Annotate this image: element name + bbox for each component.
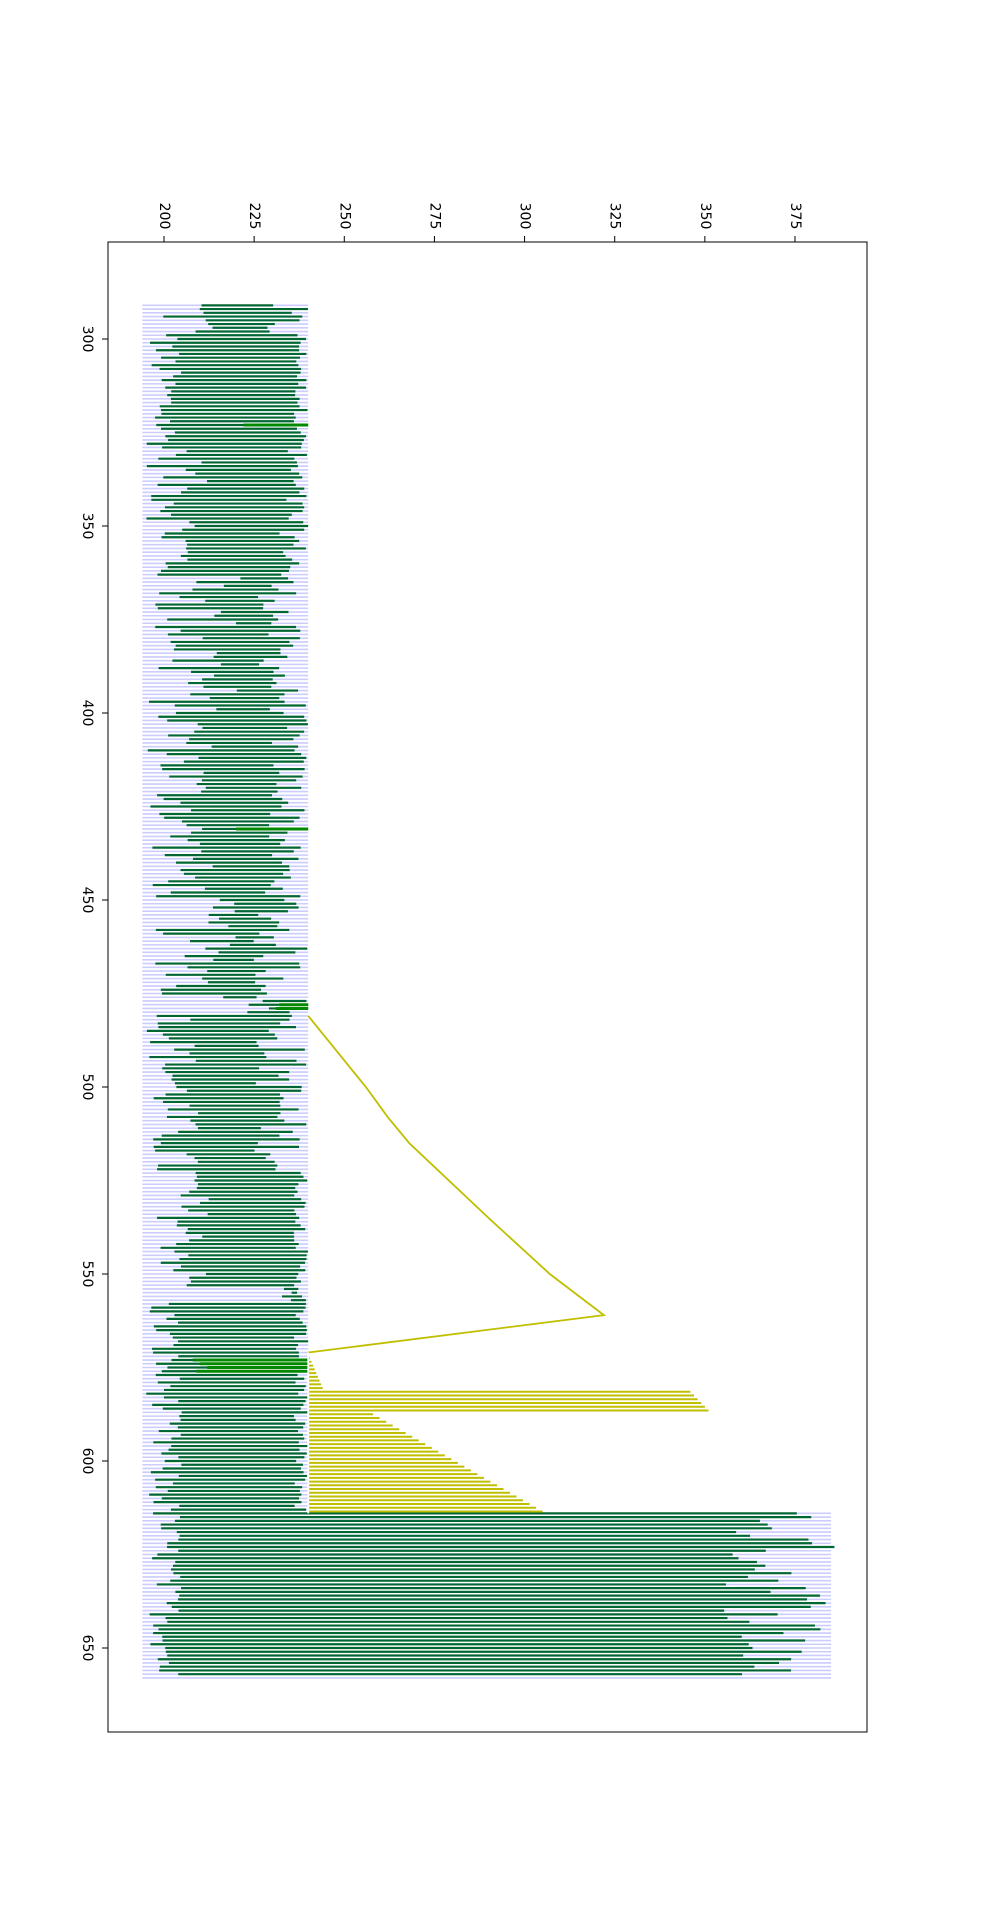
x-tick-label: 300: [79, 326, 95, 353]
x-tick-label: 500: [79, 1074, 95, 1101]
x-tick-label: 550: [79, 1261, 95, 1288]
y-tick-label: 225: [246, 203, 262, 230]
y-tick-label: 350: [697, 203, 713, 230]
y-axis: 200 225 250 275 300 325 350 375: [156, 203, 803, 242]
x-tick-label: 350: [79, 513, 95, 540]
x-tick-label: 600: [79, 1448, 95, 1475]
x-tick-label: 400: [79, 700, 95, 727]
y-tick-label: 250: [336, 203, 352, 230]
y-tick-label: 200: [156, 203, 172, 230]
x-tick-label: 450: [79, 887, 95, 914]
x-tick-label: 650: [79, 1635, 95, 1662]
plot-area: [142, 304, 835, 1679]
yellow-line-series: [307, 1015, 607, 1354]
x-axis: 300 350 400 450 500 550 600 650: [79, 326, 108, 1662]
y-tick-label: 375: [787, 203, 803, 230]
plot-frame: [107, 241, 868, 1733]
y-tick-label: 325: [607, 203, 623, 230]
y-tick-label: 300: [517, 203, 533, 230]
y-tick-label: 275: [426, 203, 442, 230]
